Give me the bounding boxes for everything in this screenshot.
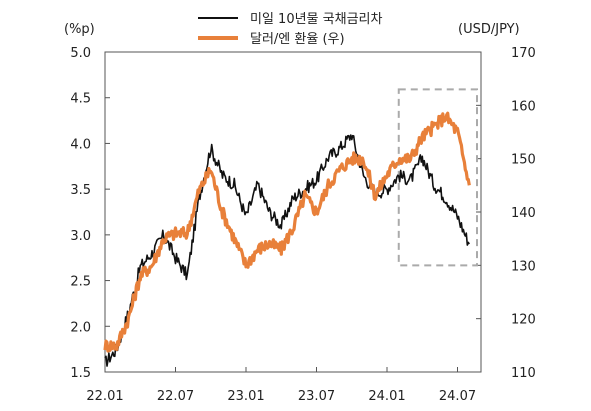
x-tick-label: 23.01 bbox=[227, 389, 264, 404]
right-tick-label: 110 bbox=[511, 366, 536, 381]
right-tick-label: 170 bbox=[511, 46, 536, 61]
legend-label-usdjpy: 달러/엔 환율 (우) bbox=[250, 32, 345, 47]
right-tick-label: 130 bbox=[511, 259, 536, 274]
x-tick-label: 23.07 bbox=[298, 389, 335, 404]
x-axis: 22.01 22.07 23.01 23.07 24.01 24.07 bbox=[86, 367, 476, 404]
right-tick-label: 160 bbox=[511, 99, 536, 114]
plot-frame bbox=[104, 51, 482, 373]
left-tick-label: 4.5 bbox=[70, 92, 91, 107]
left-axis-unit-label: (%p) bbox=[64, 22, 95, 37]
left-tick-label: 2.5 bbox=[70, 275, 91, 290]
left-tick-label: 4.0 bbox=[70, 137, 91, 152]
left-axis: 1.5 2.0 2.5 3.0 3.5 4.0 4.5 5.0 bbox=[70, 46, 110, 381]
right-tick-label: 140 bbox=[511, 206, 536, 221]
x-tick-label: 24.07 bbox=[439, 389, 476, 404]
right-axis: 110 120 130 140 150 160 170 bbox=[476, 46, 536, 381]
series-line-usdjpy bbox=[103, 111, 471, 353]
left-tick-label: 1.5 bbox=[70, 366, 91, 381]
x-tick-label: 22.01 bbox=[86, 389, 123, 404]
legend-label-rate-diff: 미일 10년물 국채금리차 bbox=[250, 12, 382, 27]
right-tick-label: 150 bbox=[511, 153, 536, 168]
right-tick-label: 120 bbox=[511, 313, 536, 328]
x-tick-label: 24.01 bbox=[368, 389, 405, 404]
legend: 미일 10년물 국채금리차 달러/엔 환율 (우) bbox=[198, 12, 382, 47]
series-layer bbox=[103, 111, 471, 367]
right-axis-unit-label: (USD/JPY) bbox=[458, 22, 520, 37]
left-tick-label: 3.0 bbox=[70, 229, 91, 244]
left-tick-label: 2.0 bbox=[70, 320, 91, 335]
left-tick-label: 5.0 bbox=[70, 46, 91, 61]
left-tick-label: 3.5 bbox=[70, 183, 91, 198]
x-tick-label: 22.07 bbox=[157, 389, 194, 404]
